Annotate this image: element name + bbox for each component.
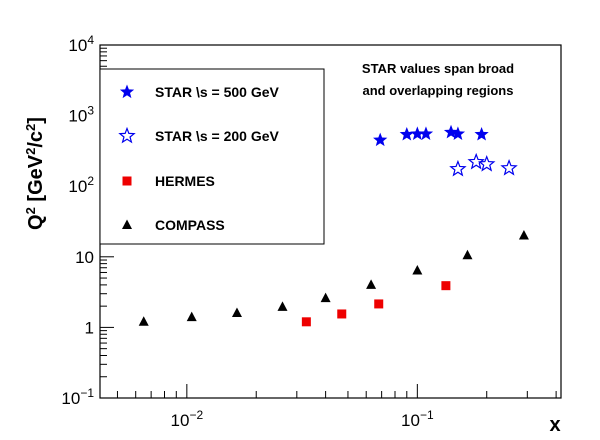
data-point [231,307,242,317]
data-point [474,126,489,141]
series-points [138,230,529,326]
series-points [449,152,518,177]
data-point [450,126,466,140]
y-tick-label: 103 [68,104,94,126]
legend-marker [122,219,132,229]
data-point [449,159,467,177]
data-point [366,279,377,289]
data-point [301,317,311,327]
legend-label: STAR \s = 500 GeV [155,84,280,100]
y-axis-title: Q2 [GeV2/c2] [23,117,48,230]
annotation-line-2: and overlapping regions [363,83,514,98]
chart-annotation: STAR values span broad and overlapping r… [362,61,514,98]
y-tick-label: 10 [75,248,94,267]
legend-marker [122,176,132,186]
legend-marker [119,84,135,99]
legend-label: HERMES [155,173,215,189]
legend: STAR \s = 500 GeV STAR \s = 200 GeV HERMES… [99,68,325,245]
x-tick-label: 10−1 [401,408,434,430]
data-point [500,159,518,176]
data-point [462,249,473,260]
legend-entries: STAR \s = 500 GeV STAR \s = 200 GeV HERMES… [118,84,280,233]
legend-entry: HERMES [122,173,215,189]
data-point [443,124,459,139]
data-point [467,152,485,170]
data-point [478,155,496,172]
y-tick-label: 10−1 [61,386,94,408]
data-point [138,316,149,326]
data-point [320,292,331,303]
data-point [412,264,423,275]
data-point [337,309,347,319]
legend-entry: COMPASS [122,217,225,233]
legend-label: COMPASS [155,217,225,233]
y-tick-label: 1 [85,318,94,337]
series-points [301,281,451,327]
data-point [441,281,451,291]
x-axis-title: x [549,414,560,436]
data-point [277,301,288,311]
data-point [399,126,414,141]
annotation-line-1: STAR values span broad [362,61,514,76]
legend-box [99,68,325,245]
x-tick-label: 10−2 [171,408,204,430]
data-point [374,299,384,309]
legend-label: STAR \s = 200 GeV [155,128,280,144]
data-point [186,311,197,322]
legend-entry: STAR \s = 500 GeV [119,84,280,100]
series-points [373,124,489,147]
y-tick-label: 104 [68,33,94,55]
data-points [138,124,529,327]
data-point [418,126,434,140]
data-point [410,126,425,140]
data-point [373,132,388,147]
tick-labels: 10−1 1 10 102 103 104 10−2 10−1 [61,33,434,430]
legend-marker [118,126,136,144]
data-point [518,230,529,240]
y-tick-label: 102 [68,174,94,196]
legend-entry: STAR \s = 200 GeV [118,126,280,144]
